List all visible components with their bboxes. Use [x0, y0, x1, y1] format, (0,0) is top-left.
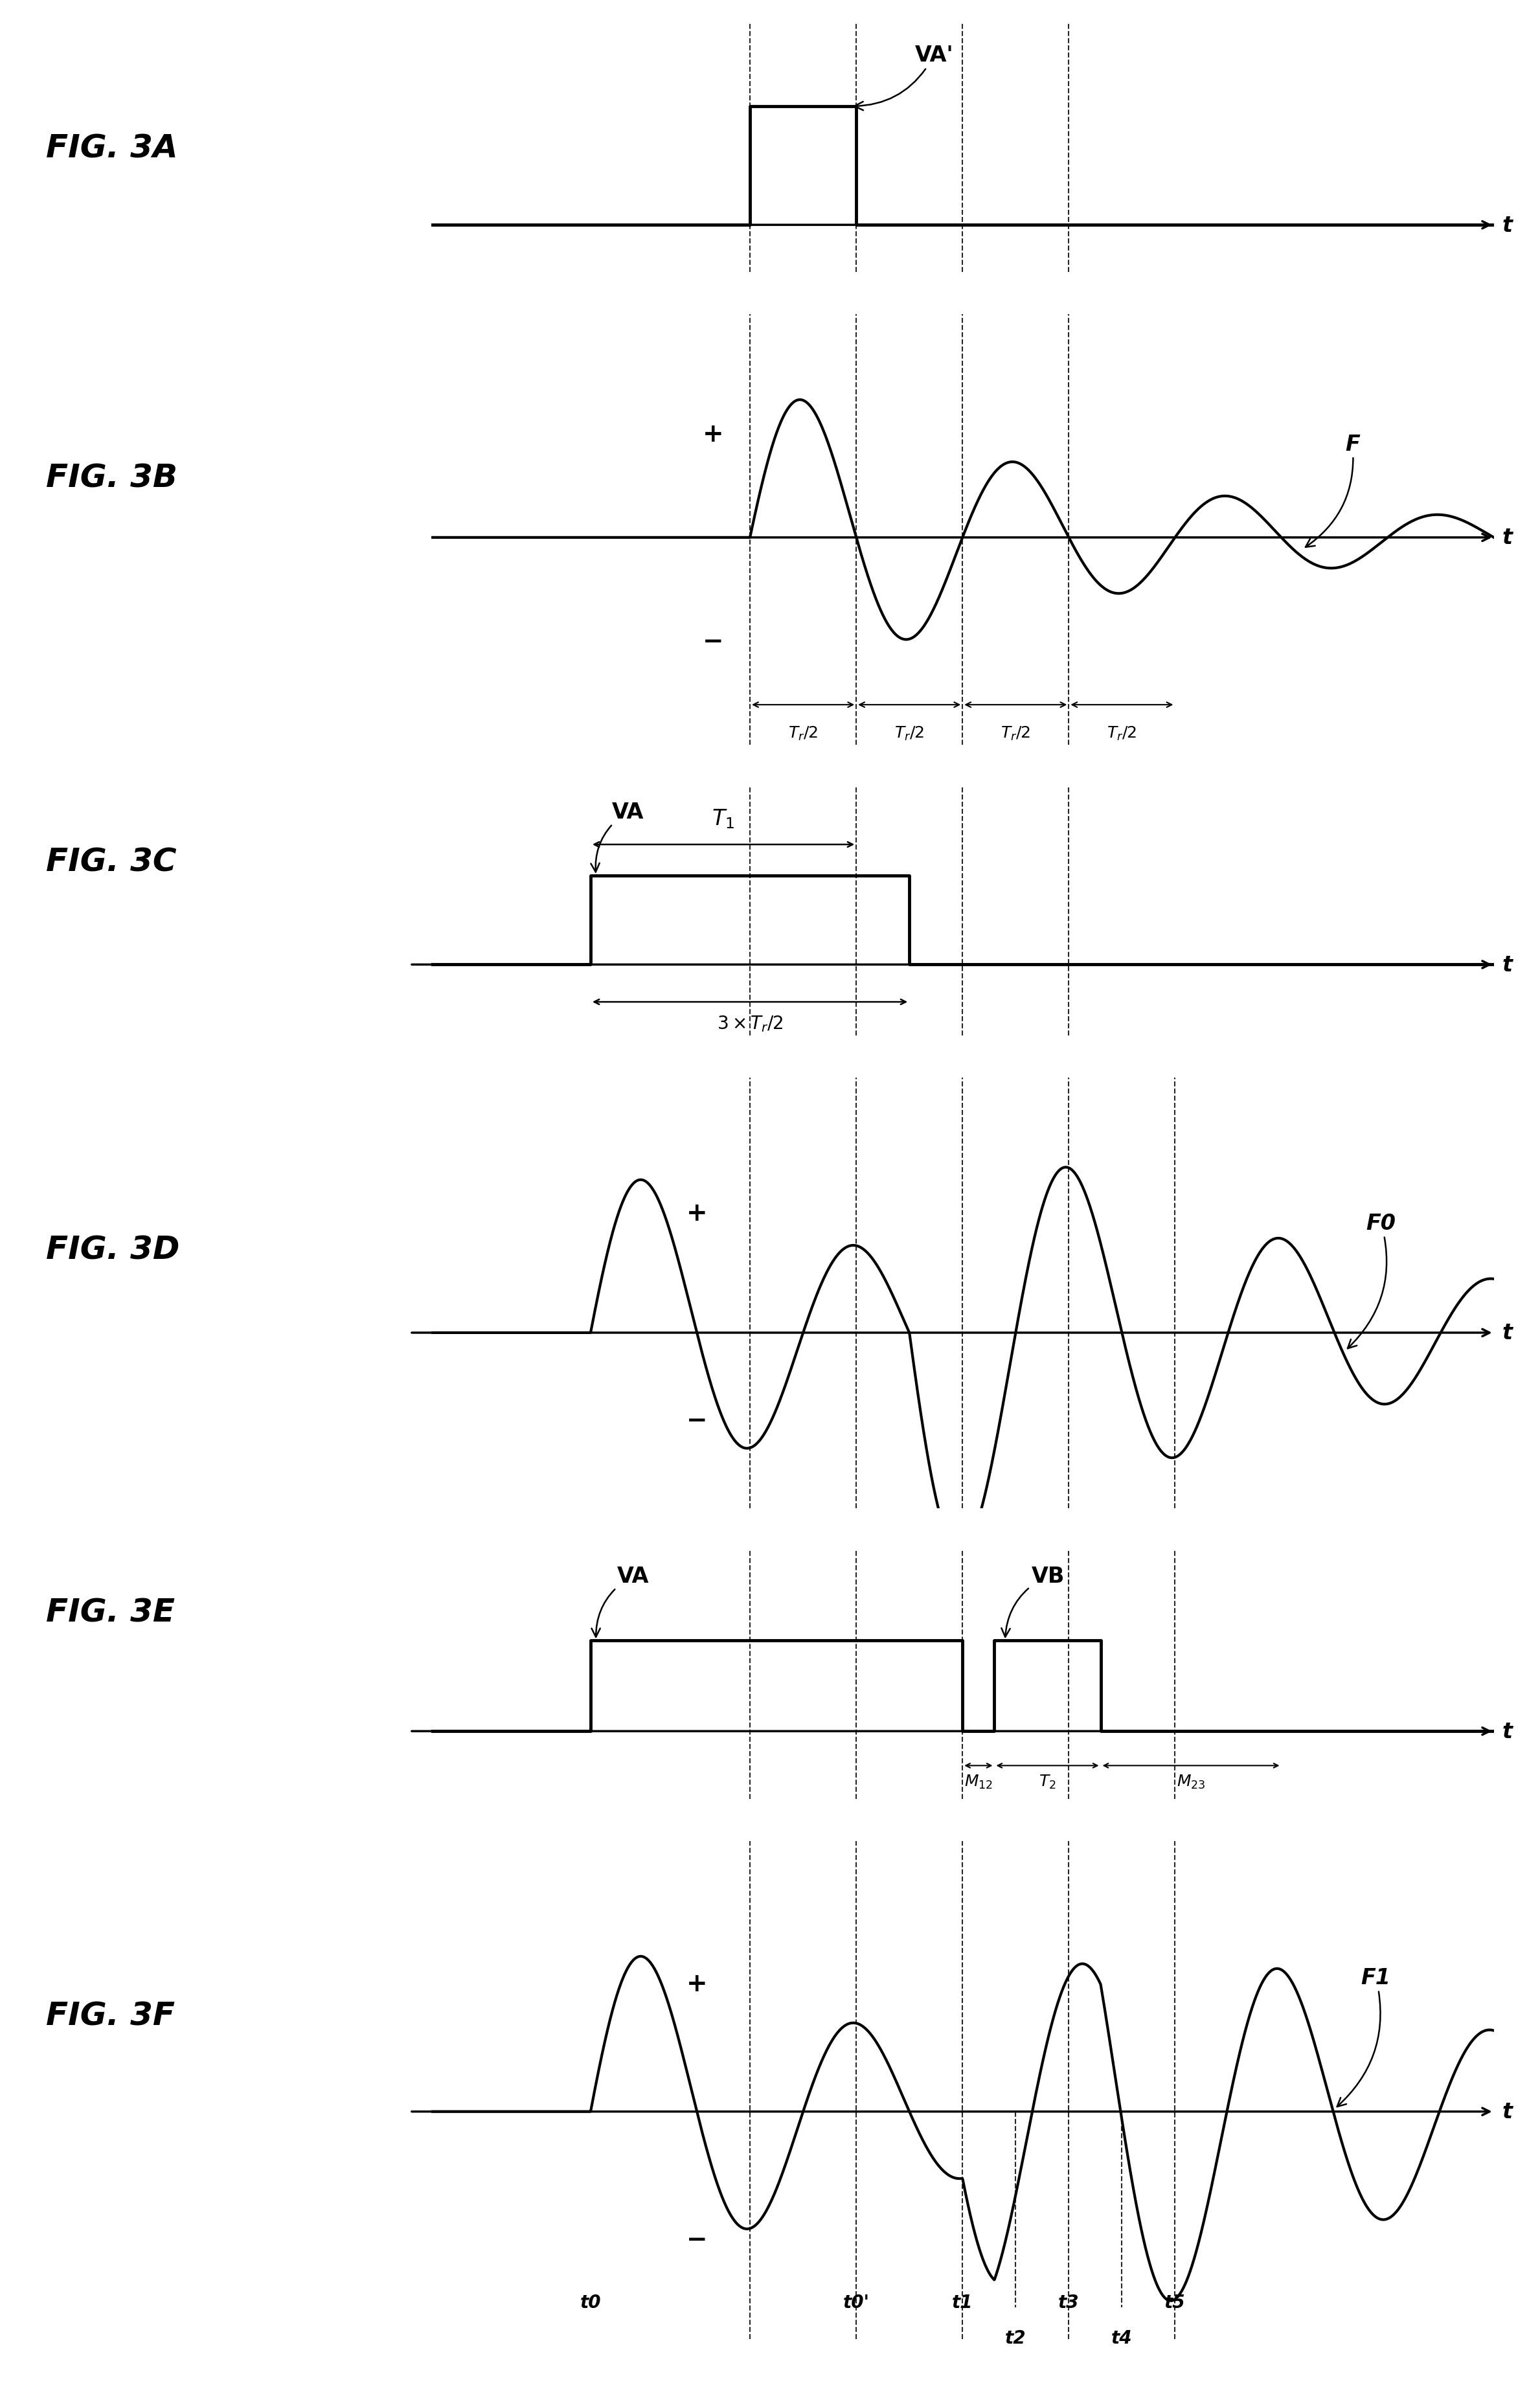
Text: $M_{23}$: $M_{23}$ [1177, 1774, 1206, 1790]
Text: t: t [1503, 1322, 1512, 1344]
Text: t: t [1503, 215, 1512, 236]
Text: F0: F0 [1348, 1213, 1397, 1349]
Text: $T_r/2$: $T_r/2$ [788, 726, 818, 742]
Text: t3: t3 [1058, 2294, 1080, 2311]
Text: t: t [1503, 1721, 1512, 1743]
Text: t0': t0' [842, 2294, 870, 2311]
Text: FIG. 3D: FIG. 3D [46, 1234, 180, 1265]
Text: t: t [1503, 528, 1512, 549]
Text: VA: VA [591, 802, 644, 871]
Text: t5: t5 [1164, 2294, 1186, 2311]
Text: $3\times T_r/2$: $3\times T_r/2$ [716, 1014, 784, 1034]
Text: FIG. 3F: FIG. 3F [46, 2000, 176, 2031]
Text: $T_r/2$: $T_r/2$ [895, 726, 924, 742]
Text: VA': VA' [855, 45, 953, 110]
Text: −: − [687, 1408, 707, 1432]
Text: t: t [1503, 955, 1512, 976]
Text: t: t [1503, 2101, 1512, 2122]
Text: $T_r/2$: $T_r/2$ [1107, 726, 1137, 742]
Text: FIG. 3B: FIG. 3B [46, 463, 177, 494]
Text: t1: t1 [952, 2294, 973, 2311]
Text: F1: F1 [1337, 1967, 1391, 2108]
Text: FIG. 3A: FIG. 3A [46, 134, 179, 165]
Text: +: + [687, 1972, 707, 1996]
Text: $M_{12}$: $M_{12}$ [964, 1774, 993, 1790]
Text: VA: VA [591, 1566, 650, 1637]
Text: $T_1$: $T_1$ [711, 807, 735, 831]
Text: t4: t4 [1112, 2330, 1132, 2346]
Text: $T_r/2$: $T_r/2$ [1001, 726, 1030, 742]
Text: −: − [687, 2227, 707, 2251]
Text: $T_2$: $T_2$ [1040, 1774, 1056, 1790]
Text: FIG. 3C: FIG. 3C [46, 847, 177, 878]
Text: t2: t2 [1006, 2330, 1026, 2346]
Text: +: + [687, 1201, 707, 1227]
Text: +: + [702, 422, 724, 446]
Text: F: F [1306, 434, 1360, 547]
Text: −: − [702, 630, 724, 654]
Text: t0: t0 [581, 2294, 601, 2311]
Text: VB: VB [1001, 1566, 1064, 1637]
Text: FIG. 3E: FIG. 3E [46, 1597, 176, 1628]
